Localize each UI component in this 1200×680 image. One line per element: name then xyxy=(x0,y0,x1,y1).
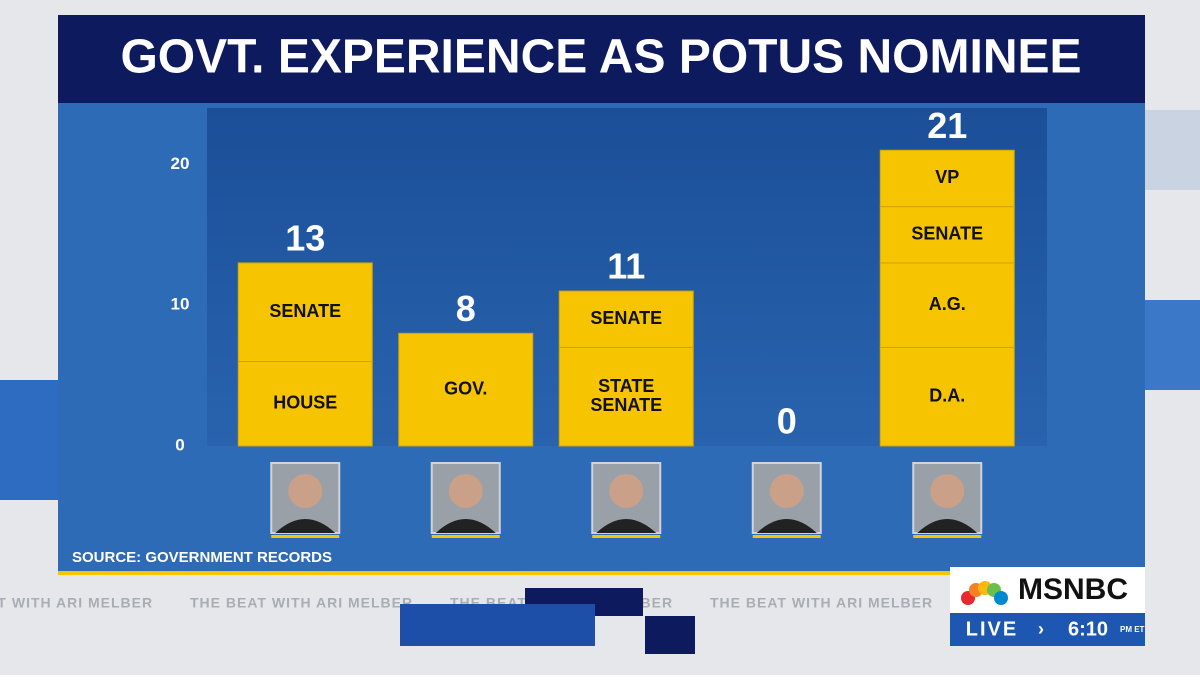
time: 6:10 xyxy=(1068,618,1108,640)
portrait-head xyxy=(448,474,483,508)
bg-shape xyxy=(0,380,58,500)
portrait-underline xyxy=(913,535,982,538)
source: SOURCE: GOVERNMENT RECORDS xyxy=(72,549,332,566)
bar-segment xyxy=(398,332,534,447)
bg-shape xyxy=(1145,110,1200,190)
segment-label: D.A. xyxy=(929,385,965,405)
bar-segment xyxy=(237,361,373,447)
segment-label: GOV. xyxy=(444,378,487,398)
bar-segment xyxy=(879,262,1015,348)
portrait-underline xyxy=(271,535,340,538)
chart-title: GOVT. EXPERIENCE AS POTUS NOMINEE xyxy=(120,31,1081,84)
bar-segment xyxy=(879,346,1015,447)
portrait-body xyxy=(917,519,978,533)
portrait-underline xyxy=(752,535,821,538)
bar-segment xyxy=(879,206,1015,264)
segment-label: SENATE xyxy=(590,308,662,328)
time-suffix: PM ET xyxy=(1120,625,1145,634)
portrait-body xyxy=(435,519,496,533)
segment-label: STATE SENATE xyxy=(590,376,662,415)
bar-segment xyxy=(558,346,694,447)
segment-label: VP xyxy=(935,167,959,187)
portrait-head xyxy=(930,474,965,508)
total-label: 11 xyxy=(607,246,645,287)
ticker-text: THE BEAT WITH ARI MELBER xyxy=(710,595,933,611)
panel-rule xyxy=(58,571,1145,575)
total-label: 8 xyxy=(456,288,476,329)
total-label: 13 xyxy=(285,217,325,258)
portrait-body xyxy=(275,519,336,533)
peacock-logo xyxy=(961,581,1008,605)
portrait-underline xyxy=(431,535,500,538)
title-banner xyxy=(58,15,1145,103)
portrait-head xyxy=(609,474,644,508)
y-tick-label: 20 xyxy=(171,154,190,173)
total-label: 21 xyxy=(927,105,967,146)
y-tick-label: 0 xyxy=(175,435,184,454)
network: MSNBC xyxy=(1018,573,1128,606)
ticker-text: THE BEAT WITH ARI MELBER xyxy=(190,595,413,611)
segment-label: A.G. xyxy=(929,294,966,314)
chevron: › xyxy=(1038,619,1044,639)
live: LIVE xyxy=(966,618,1018,640)
portrait-underline xyxy=(592,535,661,538)
bar-segment xyxy=(558,290,694,348)
segment-label: SENATE xyxy=(269,301,341,321)
bg-shape xyxy=(400,604,595,646)
bg-shape xyxy=(1145,300,1200,390)
y-tick-label: 10 xyxy=(171,295,190,314)
portrait-head xyxy=(288,474,323,508)
bar-segment xyxy=(237,262,373,362)
live-box xyxy=(950,613,1145,646)
segment-label: SENATE xyxy=(911,224,983,244)
bg-shape xyxy=(645,616,695,654)
portrait-body xyxy=(596,519,657,533)
segment-label: HOUSE xyxy=(273,393,337,413)
ticker-text: THE BEAT WITH ARI MELBER xyxy=(0,595,153,611)
total-label: 0 xyxy=(777,401,797,442)
portrait-head xyxy=(769,474,804,508)
bar-segment xyxy=(879,149,1015,208)
portrait-body xyxy=(756,519,817,533)
